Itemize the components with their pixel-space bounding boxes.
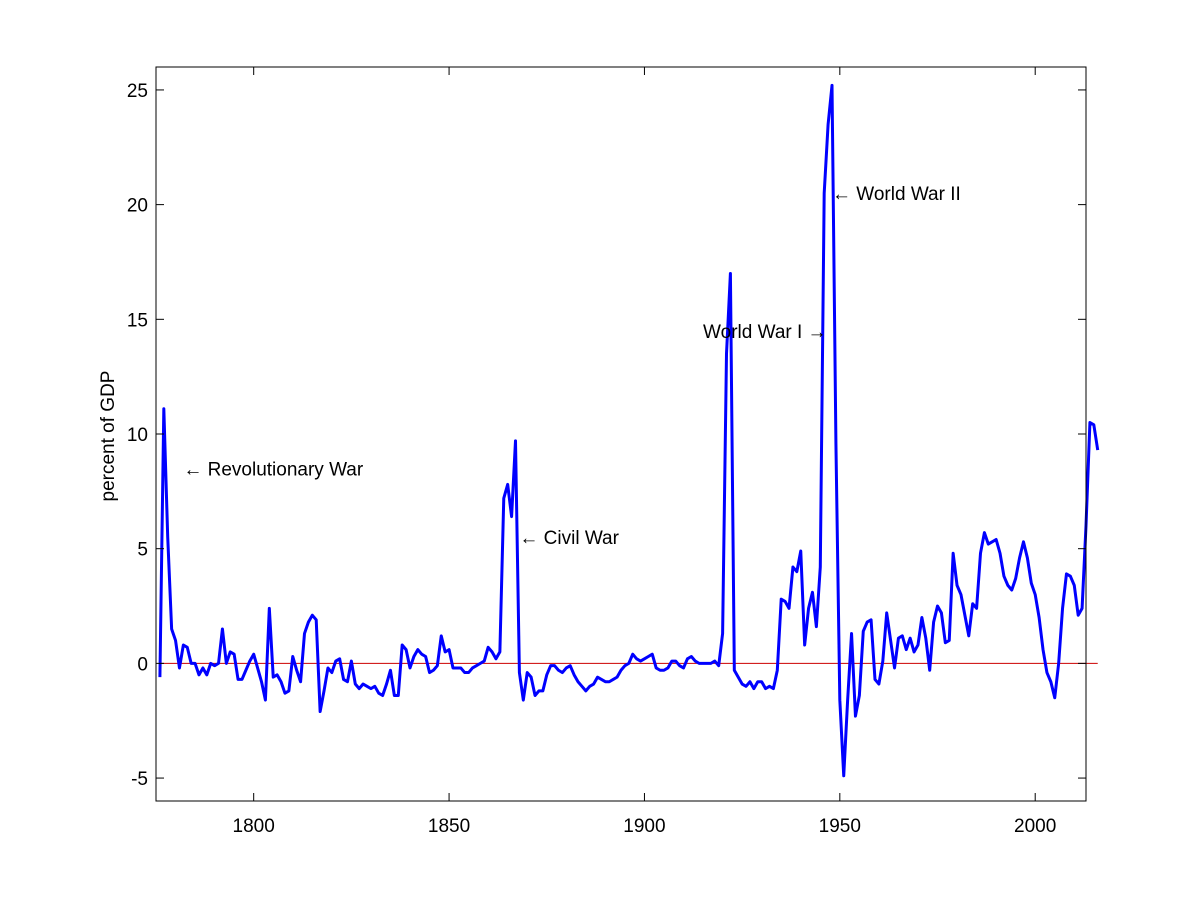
y-tick-label: 0: [137, 654, 148, 675]
x-tick-label: 1850: [428, 816, 470, 837]
series-group: [158, 83, 1100, 778]
y-tick-label: -5: [131, 769, 148, 790]
annotations: ← Revolutionary War ← Civil War World War …: [183, 184, 960, 549]
y-tick-label: 15: [127, 310, 148, 331]
annotation-label: ← Civil War: [519, 528, 619, 549]
annotation-label: ← Revolutionary War: [183, 459, 364, 480]
x-axis: 1800 1850 1900 1950 2000: [233, 67, 1056, 837]
y-tick-label: 5: [137, 540, 148, 561]
plot-frame: [155, 66, 1087, 802]
y-tick-label: 25: [127, 81, 148, 102]
annotation-label: ← World War II: [832, 184, 961, 205]
x-tick-label: 1800: [233, 816, 275, 837]
x-tick-label: 1900: [623, 816, 665, 837]
series-line: [158, 83, 1100, 778]
y-axis: -5 0 5 10 15 20 25: [127, 81, 1086, 790]
x-tick-label: 1950: [819, 816, 861, 837]
y-axis-title: percent of GDP: [98, 371, 119, 502]
annotation-label: World War I →: [703, 322, 827, 343]
y-tick-label: 10: [127, 425, 148, 446]
x-tick-label: 2000: [1014, 816, 1056, 837]
plot-area: [156, 67, 1086, 801]
y-tick-label: 20: [127, 196, 148, 217]
